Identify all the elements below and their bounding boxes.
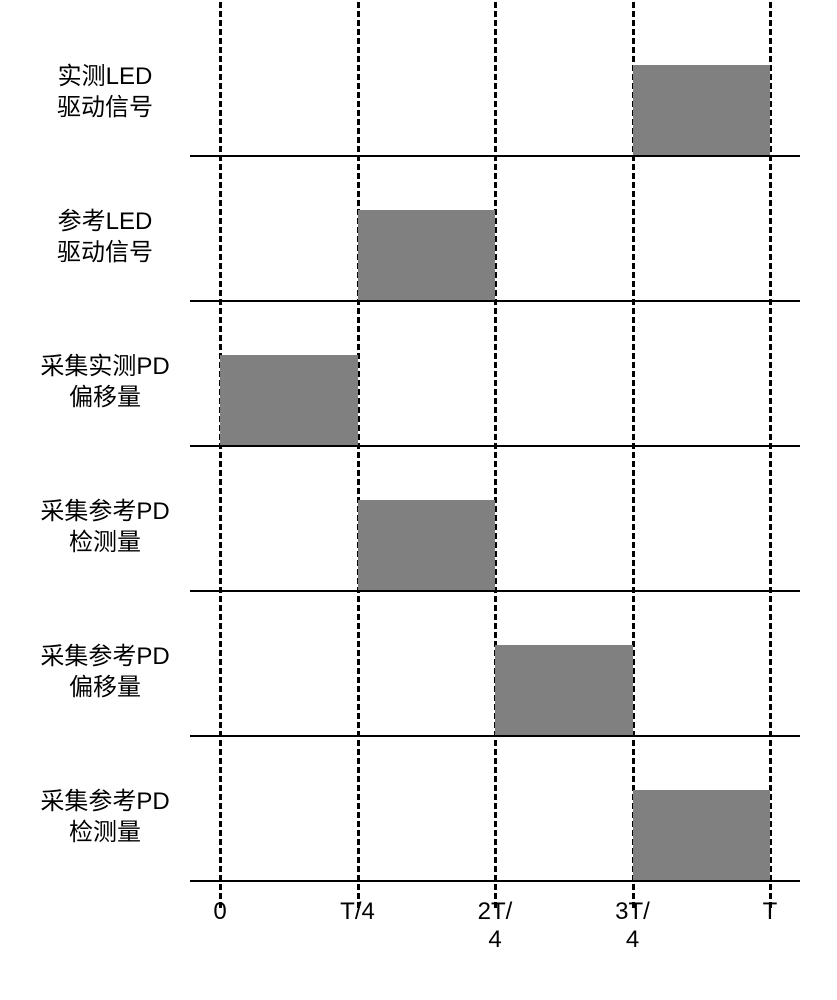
- guide-line: [219, 2, 222, 908]
- row-baseline: [190, 445, 800, 447]
- row-baseline: [190, 735, 800, 737]
- timing-bar: [633, 65, 771, 155]
- row-baseline: [190, 155, 800, 157]
- row-label: 实测LED 驱动信号: [10, 61, 200, 123]
- row-label: 采集参考PD 检测量: [10, 786, 200, 848]
- tick-label: 0: [180, 898, 260, 926]
- timing-bar: [358, 500, 496, 590]
- timing-bar: [633, 790, 771, 880]
- row-baseline: [190, 300, 800, 302]
- timing-diagram: 实测LED 驱动信号参考LED 驱动信号采集实测PD 偏移量采集参考PD 检测量…: [0, 0, 837, 1000]
- tick-label: 2T/ 4: [455, 898, 535, 954]
- row-label: 采集实测PD 偏移量: [10, 351, 200, 413]
- row-label: 采集参考PD 偏移量: [10, 641, 200, 703]
- timing-bar: [358, 210, 496, 300]
- tick-label: T/4: [318, 898, 398, 926]
- guide-line: [494, 2, 497, 908]
- guide-line: [357, 2, 360, 908]
- row-label: 采集参考PD 检测量: [10, 496, 200, 558]
- row-baseline: [190, 880, 800, 882]
- tick-label: T: [730, 898, 810, 926]
- row-label: 参考LED 驱动信号: [10, 206, 200, 268]
- tick-label: 3T/ 4: [593, 898, 673, 954]
- row-baseline: [190, 590, 800, 592]
- timing-bar: [220, 355, 358, 445]
- timing-bar: [495, 645, 633, 735]
